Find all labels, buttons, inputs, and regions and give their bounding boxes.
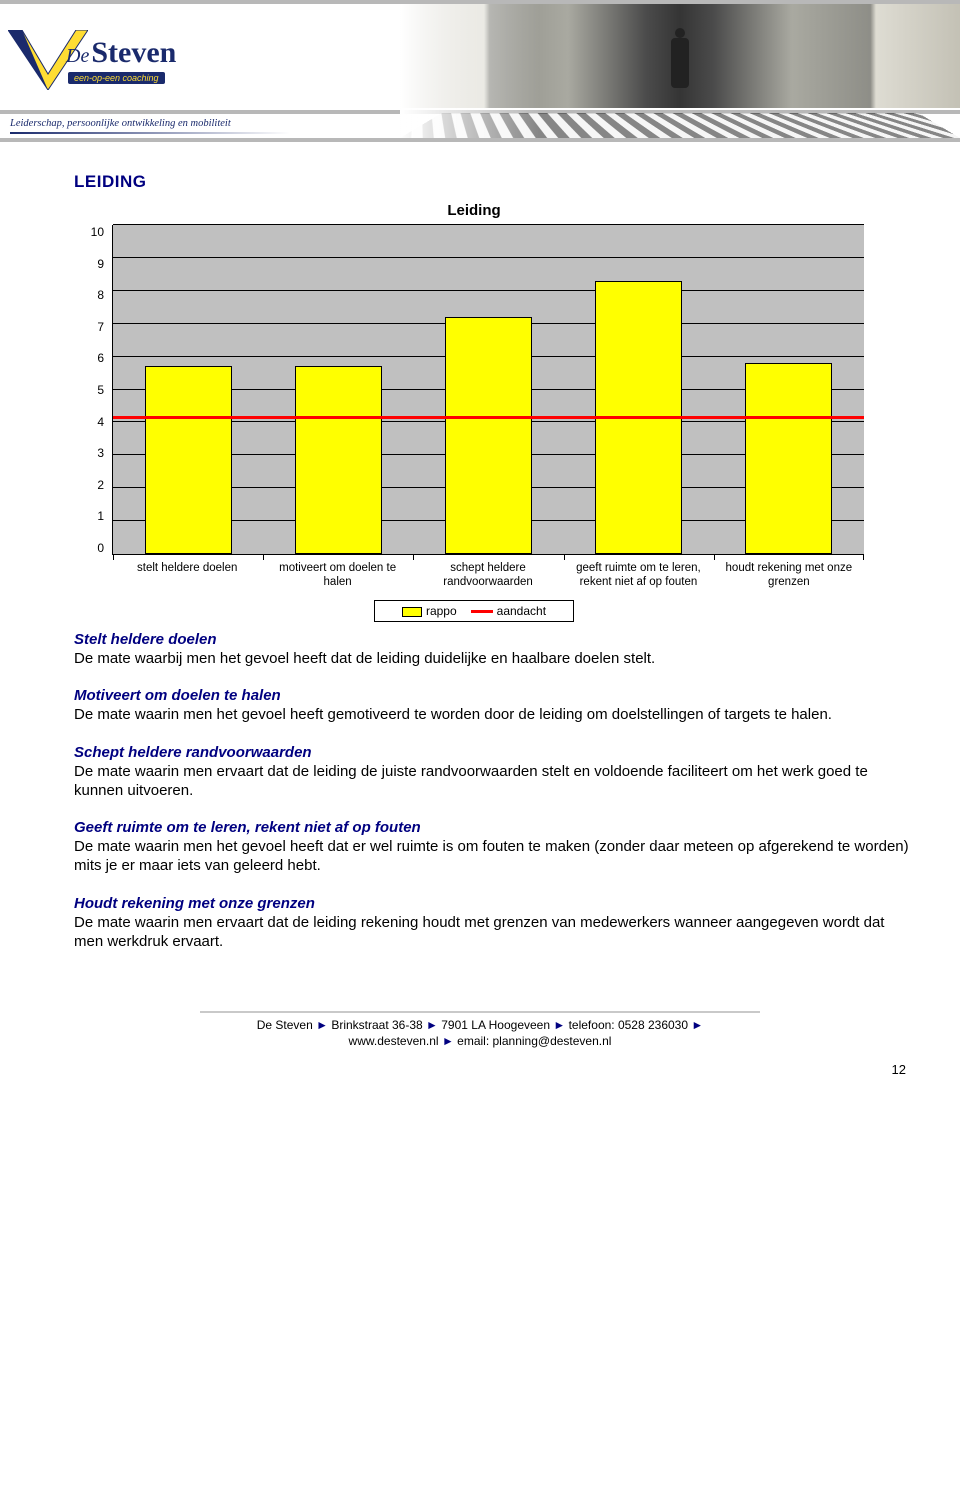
legend-label-line: aandacht [497,604,546,618]
chart-title: Leiding [84,202,864,219]
header-rule-bottom [0,138,960,142]
definition-term: Schept heldere randvoorwaarden [74,743,916,762]
chart-x-tick-label: stelt heldere doelen [112,555,262,590]
page-footer: De Steven ► Brinkstraat 36-38 ► 7901 LA … [0,1011,960,1057]
definition-term: Motiveert om doelen te halen [74,686,916,705]
definition-description: De mate waarin men het gevoel heeft gemo… [74,706,832,723]
legend-swatch-line-icon [471,610,493,613]
logo-subline: een-op-een coaching [68,72,165,84]
definition-block: Houdt rekening met onze grenzenDe mate w… [74,894,916,952]
legend-item-line: aandacht [471,604,546,618]
chart-x-tick-label: houdt rekening met onze grenzen [714,555,864,590]
chart-bar [445,317,532,554]
chart: Leiding 109876543210 stelt heldere doele… [84,202,864,622]
chart-y-tick-label: 10 [84,225,104,239]
chart-bars [113,225,864,554]
logo-tagline-rule [10,132,290,134]
legend-label-bar: rappo [426,604,457,618]
chart-bar-slot [263,225,413,554]
chart-y-tick-label: 1 [84,509,104,523]
chart-bar [295,366,382,554]
chart-x-labels: stelt heldere doelenmotiveert om doelen … [112,555,864,590]
page-header: DeSteven een-op-een coaching Leiderschap… [0,0,960,142]
definitions: Stelt heldere doelenDe mate waarbij men … [74,630,916,951]
definition-description: De mate waarin men ervaart dat de leidin… [74,763,868,799]
logo-word-steven: Steven [91,36,176,70]
definition-block: Geeft ruimte om te leren, rekent niet af… [74,818,916,876]
logo-word-de: De [66,45,89,67]
legend-item-bar: rappo [402,604,457,618]
chart-plot-area [112,225,864,555]
chart-bar-slot [113,225,263,554]
page-body: LEIDING Leiding 109876543210 stelt helde… [0,142,960,951]
chart-y-tick-label: 9 [84,257,104,271]
chart-y-tick-label: 3 [84,446,104,460]
chart-y-tick-label: 0 [84,541,104,555]
footer-line-2: www.desteven.nl ► email: planning@destev… [0,1033,960,1049]
definition-block: Schept heldere randvoorwaardenDe mate wa… [74,743,916,801]
logo-tagline: Leiderschap, persoonlijke ontwikkeling e… [10,118,231,129]
section-title: LEIDING [74,172,916,192]
logo: DeSteven een-op-een coaching [8,30,288,120]
legend-swatch-bar-icon [402,607,422,617]
definition-term: Stelt heldere doelen [74,630,916,649]
definition-description: De mate waarin men het gevoel heeft dat … [74,838,909,874]
header-photo-fade [400,4,540,138]
chart-bar-slot [564,225,714,554]
chart-bar-slot [714,225,864,554]
definition-term: Geeft ruimte om te leren, rekent niet af… [74,818,916,837]
header-photo [400,4,960,138]
footer-line-1: De Steven ► Brinkstraat 36-38 ► 7901 LA … [0,1017,960,1033]
definition-description: De mate waarin men ervaart dat de leidin… [74,914,884,950]
chart-y-tick-label: 2 [84,478,104,492]
chart-y-tick-label: 7 [84,320,104,334]
header-photo-figure-icon [667,28,693,98]
chart-y-tick-label: 4 [84,415,104,429]
definition-block: Stelt heldere doelenDe mate waarbij men … [74,630,916,668]
chart-x-tick-label: geeft ruimte om te leren, rekent niet af… [563,555,713,590]
chart-x-tick-label: motiveert om doelen te halen [262,555,412,590]
logo-text: DeSteven [66,36,176,70]
chart-reference-line [113,416,864,419]
definition-description: De mate waarbij men het gevoel heeft dat… [74,650,655,667]
footer-rule [200,1011,760,1013]
definition-block: Motiveert om doelen te halenDe mate waar… [74,686,916,724]
chart-bar-slot [413,225,563,554]
chart-box: 109876543210 [84,225,864,555]
chart-bar [145,366,232,554]
chart-y-axis: 109876543210 [84,225,112,555]
chart-bar [745,363,832,554]
page-number: 12 [0,1058,960,1097]
chart-y-tick-label: 8 [84,288,104,302]
chart-y-tick-label: 6 [84,351,104,365]
chart-x-tick-label: schept heldere randvoorwaarden [413,555,563,590]
chart-legend: rappo aandacht [374,600,574,622]
definition-term: Houdt rekening met onze grenzen [74,894,916,913]
chart-y-tick-label: 5 [84,383,104,397]
